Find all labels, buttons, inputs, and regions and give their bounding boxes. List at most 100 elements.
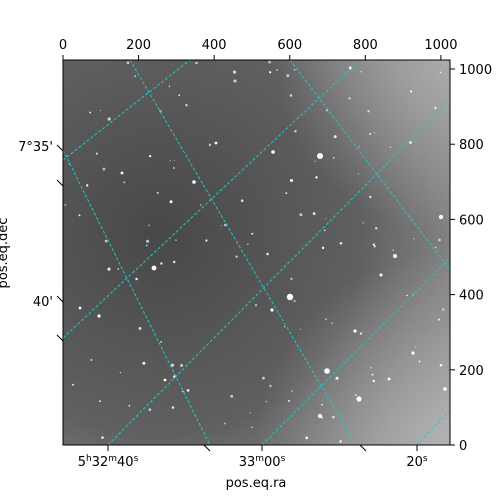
star [251, 426, 253, 429]
star [358, 146, 360, 148]
grid-line [63, 60, 361, 339]
star [135, 277, 138, 281]
bright-star [411, 351, 415, 355]
bright-star [393, 254, 397, 258]
star [289, 178, 294, 183]
star [134, 75, 137, 77]
top-axis-tick-label: 200 [126, 38, 151, 53]
star [321, 246, 325, 250]
star [299, 213, 303, 217]
star [348, 97, 351, 100]
star [438, 238, 441, 242]
star [291, 390, 293, 392]
star [86, 184, 89, 187]
star [78, 214, 81, 217]
star [359, 332, 363, 335]
star [235, 255, 238, 258]
star [315, 176, 318, 179]
star [146, 239, 150, 243]
bright-star [324, 368, 330, 374]
star [180, 364, 184, 367]
star [159, 109, 162, 113]
top-pixel-axis: 0 200 400 600 800 1000 [59, 38, 457, 60]
star [148, 408, 152, 412]
coordinate-grid [63, 60, 450, 445]
top-axis-tick-label: 800 [353, 38, 378, 53]
star [172, 167, 175, 169]
star [372, 243, 375, 246]
star [325, 318, 327, 320]
top-axis-tick-label: 400 [202, 38, 227, 53]
star [332, 156, 335, 159]
star [172, 260, 176, 264]
bright-star [192, 180, 196, 184]
star [299, 328, 301, 330]
star [285, 192, 288, 195]
star [323, 229, 326, 232]
star [389, 146, 392, 148]
bright-star [120, 171, 124, 175]
star [89, 111, 92, 114]
star [325, 217, 327, 219]
star [413, 238, 415, 240]
star [101, 436, 104, 439]
star [175, 239, 177, 241]
top-axis-tick-label: 1000 [424, 38, 457, 53]
bright-star [97, 314, 101, 318]
star [90, 359, 93, 361]
star [373, 245, 376, 248]
star [169, 200, 173, 204]
bright-star [271, 150, 275, 154]
star [72, 383, 74, 386]
star [173, 159, 175, 162]
star [269, 71, 272, 74]
star [314, 160, 316, 162]
star [230, 394, 234, 398]
star [414, 346, 416, 348]
star [392, 249, 395, 252]
star [169, 159, 171, 162]
star [205, 239, 208, 242]
top-axis-tick-label: 0 [59, 38, 67, 53]
bright-star [78, 306, 82, 310]
star [240, 199, 244, 202]
star [294, 130, 297, 133]
star [293, 69, 296, 71]
star [408, 140, 413, 145]
star [266, 252, 269, 256]
bright-star [443, 387, 447, 391]
star [290, 277, 293, 281]
star [160, 341, 162, 343]
star [269, 384, 272, 388]
bright-star [318, 414, 322, 418]
bright-star [356, 396, 362, 402]
star [249, 412, 251, 414]
star [104, 239, 108, 243]
star [185, 104, 188, 107]
star [371, 373, 374, 376]
dec-tick-label-1: 7°35' [18, 140, 53, 155]
plot-frame [62, 59, 451, 446]
bright-star [438, 214, 444, 220]
bright-star [353, 329, 357, 333]
star [99, 109, 102, 112]
star [128, 404, 131, 407]
bright-star [286, 293, 294, 301]
star [289, 94, 293, 97]
star [360, 71, 362, 73]
star [123, 181, 126, 184]
grid-line [416, 409, 450, 445]
sky-noise [63, 60, 450, 445]
right-axis-tick-label: 800 [459, 138, 484, 153]
star [126, 61, 130, 65]
star [178, 94, 181, 97]
grid-line [107, 99, 450, 445]
star [247, 243, 249, 245]
star [373, 132, 376, 134]
grid-line [289, 60, 450, 271]
star [95, 152, 98, 155]
star [335, 376, 339, 380]
bright-star [317, 153, 323, 159]
star [434, 246, 437, 249]
